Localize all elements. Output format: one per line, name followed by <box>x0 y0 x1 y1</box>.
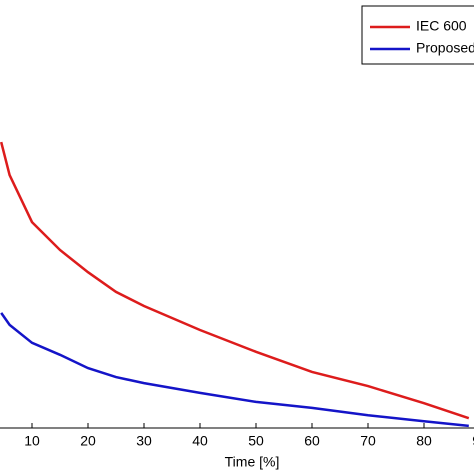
x-tick-label: 70 <box>360 433 376 449</box>
legend-label: IEC 600 <box>416 18 467 34</box>
x-tick-label: 60 <box>304 433 320 449</box>
line-series <box>0 141 470 420</box>
x-tick-label: 90 <box>472 433 474 449</box>
x-axis-label: Time [%] <box>225 454 280 470</box>
x-tick-label: 40 <box>192 433 208 449</box>
x-tick-label: 30 <box>136 433 152 449</box>
x-tick-label: 80 <box>416 433 432 449</box>
x-tick-label: 20 <box>80 433 96 449</box>
legend-label: Proposed <box>416 40 474 56</box>
legend-box <box>361 5 474 65</box>
x-tick-label: 10 <box>24 433 40 449</box>
x-tick-label: 50 <box>248 433 264 449</box>
line-series <box>0 312 469 428</box>
